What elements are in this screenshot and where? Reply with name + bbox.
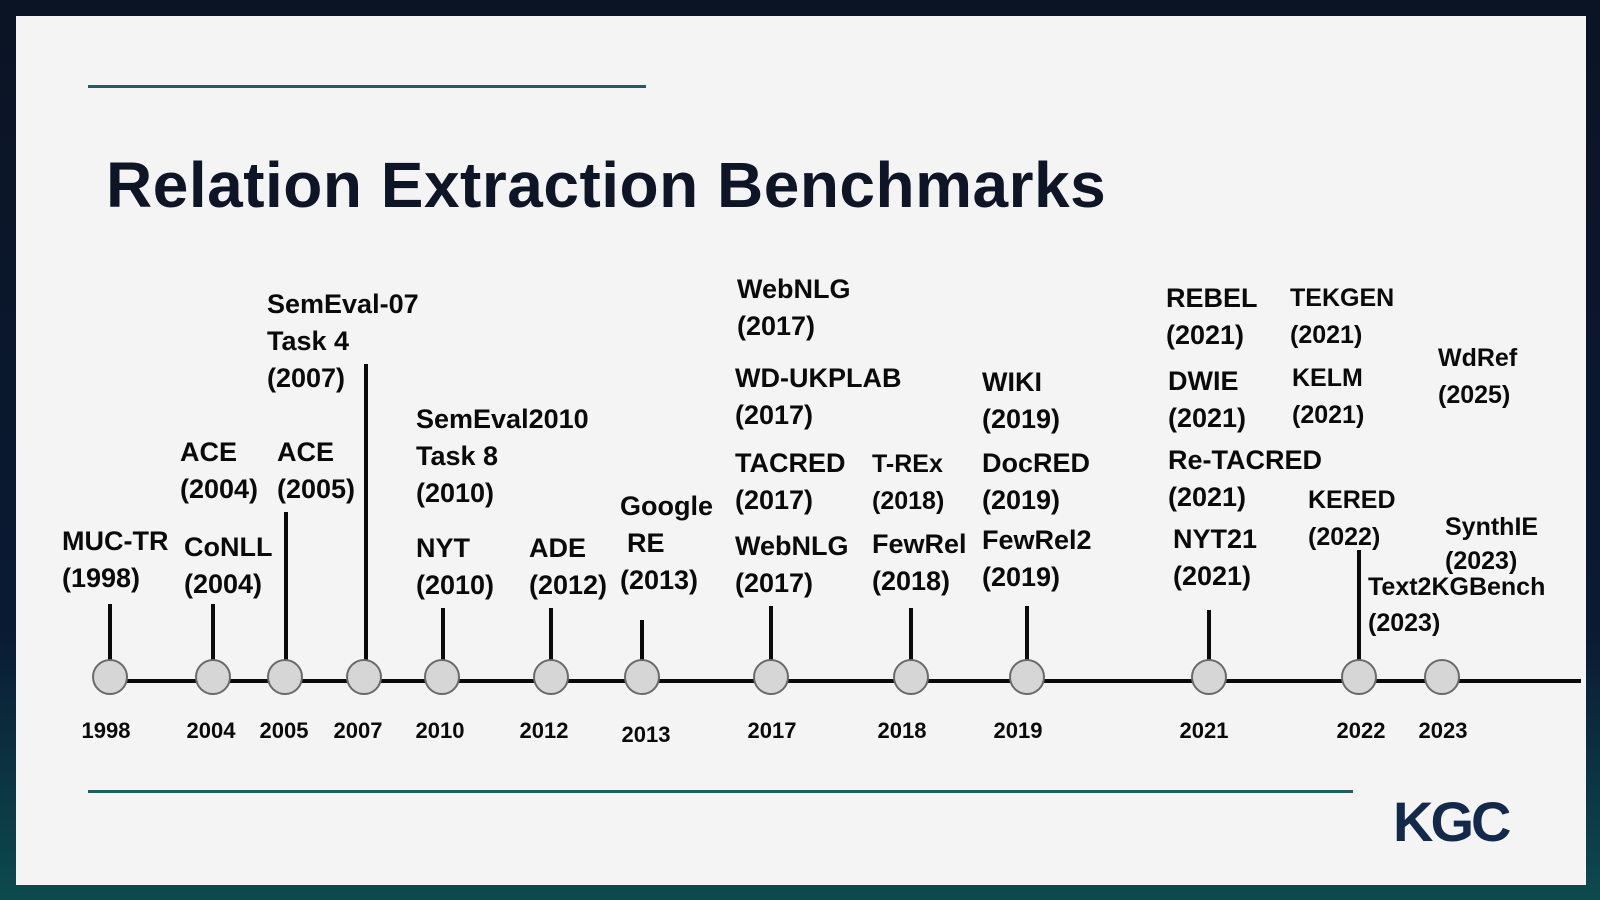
year-label: 2021 xyxy=(1179,718,1229,743)
timeline-axis xyxy=(116,679,1581,683)
benchmark-label: WIKI (2019) xyxy=(982,367,1061,434)
benchmark-label: WdRef (2025) xyxy=(1438,344,1518,409)
benchmark-label: WebNLG (2017) xyxy=(735,531,849,598)
timeline-node xyxy=(346,659,382,695)
benchmark-label: T-REx (2018) xyxy=(872,450,945,515)
benchmark-label: CoNLL (2004) xyxy=(184,532,273,599)
benchmark-label: NYT21 (2021) xyxy=(1173,524,1258,591)
year-label: 2022 xyxy=(1336,718,1386,743)
timeline-node xyxy=(893,659,929,695)
timeline-node xyxy=(1191,659,1227,695)
benchmark-label: Google RE (2013) xyxy=(620,491,713,595)
timeline-node xyxy=(1424,659,1460,695)
benchmark-label: WebNLG (2017) xyxy=(737,274,851,341)
timeline-node xyxy=(195,659,231,695)
benchmark-label: Re-TACRED (2021) xyxy=(1168,445,1322,512)
benchmark-label: ACE (2005) xyxy=(277,437,356,504)
timeline-node xyxy=(624,659,660,695)
timeline-stem xyxy=(284,512,288,662)
benchmark-label: TACRED (2017) xyxy=(735,448,846,515)
slide: Relation Extraction Benchmarks 1998 2004… xyxy=(16,16,1586,885)
timeline-stem xyxy=(1207,610,1211,664)
benchmark-label: SemEval2010 Task 8 (2010) xyxy=(416,404,589,508)
year-label: 2019 xyxy=(993,718,1043,743)
timeline-stem xyxy=(1025,606,1029,664)
year-label: 1998 xyxy=(81,718,131,743)
benchmark-label: MUC-TR (1998) xyxy=(62,526,169,593)
timeline-stem xyxy=(441,608,445,664)
timeline-node xyxy=(267,659,303,695)
year-label: 2018 xyxy=(877,718,927,743)
timeline-stem xyxy=(769,606,773,664)
year-label: 2013 xyxy=(621,722,671,747)
timeline-stem xyxy=(364,364,368,662)
timeline-stem xyxy=(108,604,112,664)
benchmark-label: TEKGEN (2021) xyxy=(1290,284,1395,349)
bottom-rule xyxy=(88,790,1353,793)
benchmark-label: DWIE (2021) xyxy=(1168,366,1247,433)
benchmark-label: REBEL (2021) xyxy=(1166,283,1258,350)
top-rule xyxy=(88,85,646,88)
benchmark-label: SemEval-07 Task 4 (2007) xyxy=(267,289,419,393)
year-label: 2012 xyxy=(519,718,569,743)
kgc-logo: KGC xyxy=(1393,790,1511,853)
year-label: 2010 xyxy=(415,718,465,743)
benchmark-label: NYT (2010) xyxy=(416,533,495,600)
benchmark-label: ACE (2004) xyxy=(180,437,259,504)
benchmark-label: DocRED (2019) xyxy=(982,448,1091,515)
benchmark-label: FewRel (2018) xyxy=(872,529,967,596)
timeline-stem xyxy=(1357,550,1361,664)
benchmark-label: WD-UKPLAB (2017) xyxy=(735,363,902,430)
benchmark-label: ADE (2012) xyxy=(529,533,608,600)
timeline-node xyxy=(533,659,569,695)
timeline-node xyxy=(92,659,128,695)
year-label: 2023 xyxy=(1418,718,1468,743)
benchmark-label: SynthIE (2023) xyxy=(1445,513,1539,575)
year-label: 2007 xyxy=(333,718,383,743)
year-label: 2017 xyxy=(747,718,797,743)
benchmark-label: Text2KGBench (2023) xyxy=(1368,573,1546,637)
timeline-stem xyxy=(211,604,215,664)
benchmark-label: FewRel2 (2019) xyxy=(982,525,1092,592)
timeline-stem xyxy=(549,608,553,664)
timeline-stem xyxy=(640,620,644,664)
year-label: 2004 xyxy=(186,718,236,743)
benchmark-label: KELM (2021) xyxy=(1292,364,1365,429)
timeline-node xyxy=(1009,659,1045,695)
timeline-node xyxy=(1341,659,1377,695)
year-label: 2005 xyxy=(259,718,309,743)
timeline-node xyxy=(753,659,789,695)
timeline-node xyxy=(424,659,460,695)
benchmark-label: KERED (2022) xyxy=(1308,486,1396,551)
page-title: Relation Extraction Benchmarks xyxy=(106,149,1107,221)
timeline-stem xyxy=(909,608,913,664)
